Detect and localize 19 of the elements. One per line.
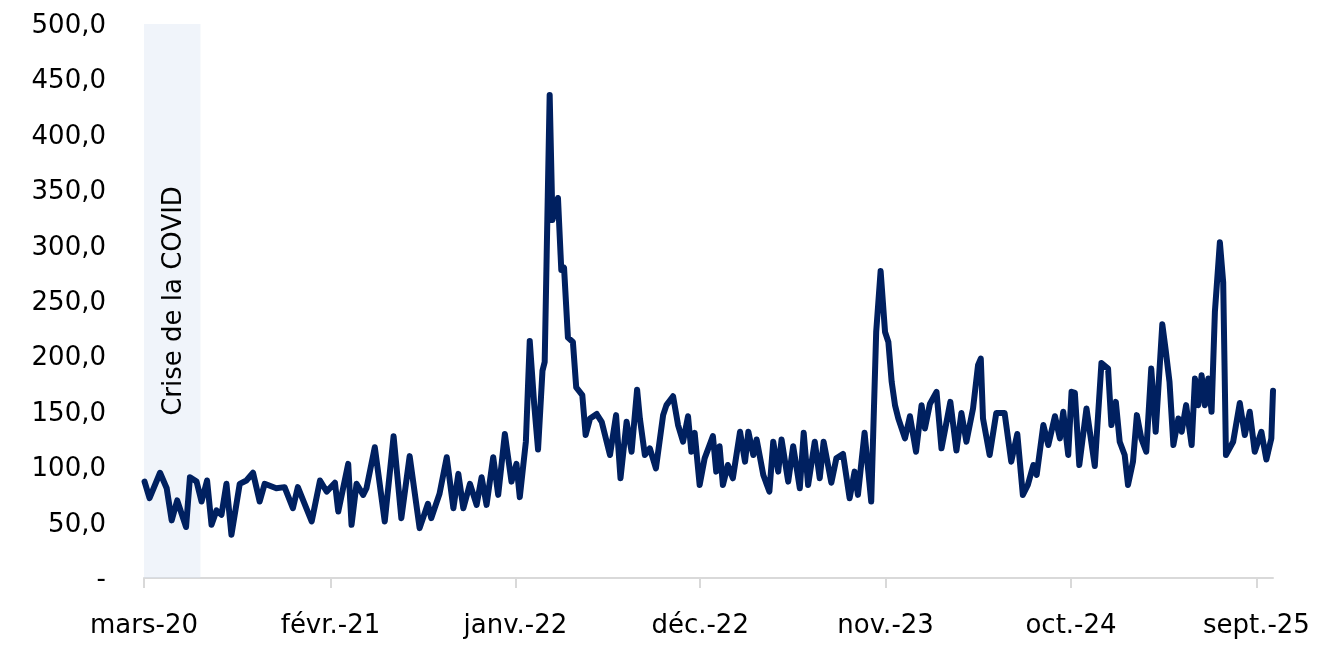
y-tick-label: 350,0 bbox=[31, 175, 106, 206]
x-tick-label: sept.-25 bbox=[1202, 609, 1310, 639]
y-tick-label: 150,0 bbox=[31, 396, 106, 427]
y-tick-label: 100,0 bbox=[31, 452, 106, 483]
y-tick-label: 300,0 bbox=[31, 230, 106, 261]
y-tick-label: 450,0 bbox=[31, 64, 106, 95]
x-tick-label: déc.-22 bbox=[651, 609, 749, 639]
x-tick-label: févr.-21 bbox=[280, 609, 381, 639]
x-tick-label: mars-20 bbox=[90, 609, 198, 639]
x-tick-label: janv.-22 bbox=[462, 609, 568, 639]
y-tick-label: 250,0 bbox=[31, 286, 106, 316]
y-tick-label: 200,0 bbox=[31, 341, 106, 372]
x-tick-label: oct.-24 bbox=[1025, 609, 1117, 639]
y-tick-label: - bbox=[96, 563, 106, 593]
y-tick-label: 500,0 bbox=[31, 9, 106, 39]
y-tick-label: 400,0 bbox=[31, 119, 106, 150]
y-tick-label: 50,0 bbox=[48, 507, 106, 538]
band-label: Crise de la COVID bbox=[157, 186, 188, 416]
x-tick-label: nov.-23 bbox=[837, 609, 934, 639]
